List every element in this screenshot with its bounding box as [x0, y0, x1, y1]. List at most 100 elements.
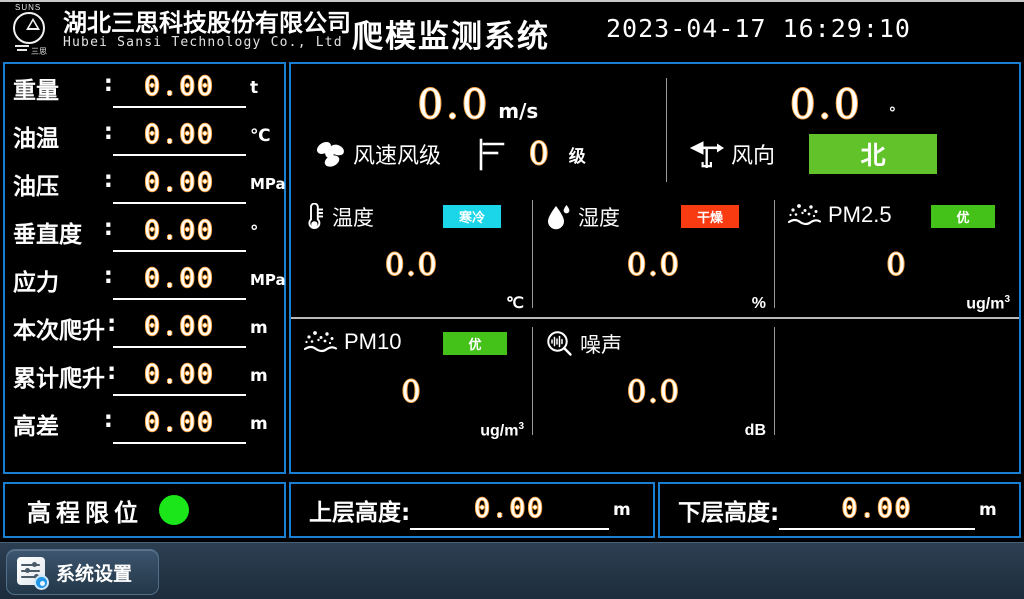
- wind-speed-value: 0.0: [417, 82, 491, 128]
- sensor-header: 湿度: [545, 202, 620, 232]
- metric-value-field[interactable]: 0.00: [113, 116, 246, 156]
- wind-direction-badge: 北: [809, 134, 938, 174]
- metric-unit: MPa: [250, 271, 286, 289]
- page-title: 爬模监测系统: [352, 19, 550, 55]
- wind-speed-label: 风速风级: [353, 144, 442, 169]
- metric-value: 0.00: [144, 408, 215, 438]
- sliders-gear-icon: [17, 556, 49, 590]
- sensor-row: PM10 优 0 ug/m3: [291, 317, 1019, 442]
- sensor-unit: dB: [744, 422, 766, 439]
- metric-label: 本次爬升:: [13, 311, 117, 344]
- sensor-header: PM10: [303, 329, 401, 355]
- metric-row: 本次爬升: 0.00 m: [5, 304, 284, 352]
- sensor-cell-empty: [775, 319, 1019, 444]
- metric-value: 0.00: [144, 120, 215, 150]
- app-header: SUNS 三思 湖北三思科技股份有限公司 Hubei Sansi Technol…: [0, 0, 1024, 58]
- lower-height-field[interactable]: 0.00: [779, 490, 975, 530]
- metric-value-field[interactable]: 0.00: [113, 404, 246, 444]
- status-badge: 优: [443, 332, 507, 355]
- sensor-unit: ug/m3: [966, 293, 1010, 312]
- metric-unit: m: [250, 318, 268, 338]
- sensor-unit: ℃: [506, 295, 524, 312]
- metric-value-field[interactable]: 0.00: [113, 308, 246, 348]
- sensor-value: 0.0: [627, 248, 681, 283]
- metric-unit: m: [250, 366, 268, 386]
- environment-panel: 0.0 m/s 风速风级: [289, 62, 1021, 474]
- wind-row: 0.0 m/s 风速风级: [291, 64, 1019, 192]
- metric-label: 应力:: [13, 263, 113, 296]
- metric-label: 垂直度:: [13, 215, 113, 248]
- wind-speed-cell: 0.0 m/s 风速风级: [291, 64, 665, 192]
- wind-level-group: 0 级: [477, 136, 586, 172]
- sensor-divider: [774, 327, 775, 435]
- system-settings-label: 系统设置: [56, 562, 133, 585]
- elevation-limit-label: 高程限位: [27, 498, 143, 527]
- metric-value-field[interactable]: 0.00: [113, 212, 246, 252]
- wind-direction-label-row: 风向 北: [689, 134, 938, 174]
- metric-unit: m: [250, 414, 268, 434]
- wind-level-icon: [477, 137, 507, 171]
- sensor-divider: [532, 327, 533, 435]
- metric-value: 0.00: [144, 312, 215, 342]
- wind-level-unit: 级: [568, 146, 586, 167]
- metric-row: 油压: 0.00 MPa: [5, 160, 286, 208]
- lower-height-value: 0.00: [841, 494, 913, 524]
- metric-value: 0.00: [144, 216, 215, 246]
- wind-level-value: 0: [529, 136, 549, 172]
- dust-particles-icon: [787, 202, 821, 228]
- sensor-name: PM2.5: [828, 202, 892, 227]
- status-badge: 寒冷: [443, 205, 501, 228]
- metric-value-field[interactable]: 0.00: [113, 68, 246, 108]
- sensor-cell-noise: 噪声 0.0 dB: [533, 319, 775, 444]
- sensor-row: 温度 寒冷 0.0 ℃ 湿度: [291, 192, 1019, 317]
- thermometer-icon: [303, 203, 325, 231]
- metric-row: 垂直度: 0.00 °: [5, 208, 284, 256]
- sensor-value: 0: [401, 375, 423, 410]
- wind-direction-cell: 0.0 °: [667, 64, 1019, 192]
- sensor-name: PM10: [344, 329, 402, 354]
- company-logo: SUNS 三思 湖北三思科技股份有限公司 Hubei Sansi Technol…: [0, 3, 351, 56]
- metric-value-field[interactable]: 0.00: [113, 260, 246, 300]
- metric-row: 累计爬升: 0.00 m: [5, 352, 284, 400]
- metric-label: 油压:: [13, 167, 113, 200]
- metric-unit: ℃: [250, 126, 271, 146]
- sensor-value: 0: [886, 248, 908, 283]
- lower-height-label: 下层高度:: [678, 500, 780, 526]
- sensor-divider: [774, 200, 775, 308]
- lower-height-panel: 下层高度: 0.00 m: [658, 482, 1021, 538]
- logo-triangle-shape: [26, 18, 40, 31]
- company-name-en: Hubei Sansi Technology Co., Ltd: [63, 34, 343, 50]
- upper-height-label: 上层高度:: [309, 500, 411, 526]
- sensor-cell-pm10: PM10 优 0 ug/m3: [291, 319, 533, 444]
- logo-bar-1: [15, 45, 29, 47]
- sensor-cell-humidity: 湿度 干燥 0.0 %: [533, 192, 775, 317]
- elevation-limit-panel: 高程限位: [3, 482, 286, 538]
- sensor-header: 温度: [303, 202, 374, 232]
- wind-direction-value: 0.0: [789, 82, 863, 128]
- company-name-cn: 湖北三思科技股份有限公司: [63, 8, 351, 37]
- wind-speed-label-row: 风速风级 0 级: [313, 136, 586, 172]
- metric-label: 油温:: [13, 119, 113, 152]
- sensor-cell-pm25: PM2.5 优 0 ug/m3: [775, 192, 1019, 317]
- elevation-limit-indicator: [159, 495, 189, 525]
- datetime-display: 2023-04-17 16:29:10: [606, 14, 911, 43]
- sensor-unit: ug/m3: [480, 420, 524, 439]
- logo-sansi-text: 三思: [31, 47, 47, 56]
- system-settings-button[interactable]: 系统设置: [6, 549, 159, 595]
- weather-vane-icon: [689, 137, 725, 171]
- upper-height-field[interactable]: 0.00: [410, 490, 609, 530]
- wind-direction-label: 风向: [731, 144, 776, 169]
- wind-cells-divider: [666, 78, 667, 182]
- left-metrics-panel: 重量: 0.00 t 油温: 0.00 ℃ 油压: 0.00 MPa: [3, 62, 286, 474]
- dust-particles-icon: [303, 329, 337, 355]
- sensor-grid: 温度 寒冷 0.0 ℃ 湿度: [291, 192, 1019, 472]
- metric-unit: t: [250, 78, 259, 98]
- metric-value-field[interactable]: 0.00: [113, 356, 246, 396]
- metric-row: 油温: 0.00 ℃: [5, 112, 284, 160]
- fan-icon: [313, 139, 347, 169]
- sensor-header: 噪声: [545, 329, 622, 359]
- metric-value-field[interactable]: 0.00: [113, 164, 246, 204]
- logo-circle-shape: [13, 12, 45, 44]
- metric-value: 0.00: [144, 264, 215, 294]
- sensor-name: 湿度: [578, 206, 620, 230]
